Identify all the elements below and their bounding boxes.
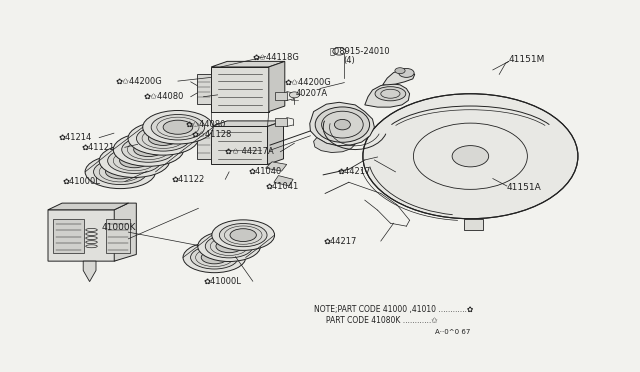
Ellipse shape (183, 242, 246, 273)
Ellipse shape (120, 154, 149, 168)
Ellipse shape (375, 87, 406, 101)
Polygon shape (383, 70, 415, 85)
Ellipse shape (143, 110, 213, 144)
Polygon shape (275, 92, 287, 100)
Text: Ⓟ08915-24010: Ⓟ08915-24010 (330, 47, 390, 56)
Polygon shape (365, 84, 410, 107)
Polygon shape (197, 74, 211, 104)
Polygon shape (269, 61, 285, 112)
Polygon shape (114, 203, 136, 261)
Ellipse shape (151, 115, 205, 140)
Text: ✿✩44200G: ✿✩44200G (285, 78, 332, 87)
Text: ✿41000L: ✿41000L (204, 277, 241, 286)
Polygon shape (197, 132, 211, 159)
Polygon shape (275, 118, 287, 126)
Ellipse shape (136, 126, 190, 151)
Ellipse shape (191, 246, 238, 269)
Text: ✿✩44080: ✿✩44080 (144, 92, 184, 101)
Ellipse shape (220, 224, 267, 247)
Ellipse shape (148, 131, 178, 145)
Text: A··0^0 67: A··0^0 67 (435, 329, 470, 335)
Text: ✿✩44200G: ✿✩44200G (115, 77, 162, 86)
Polygon shape (464, 219, 483, 230)
Circle shape (452, 145, 489, 167)
Ellipse shape (113, 133, 184, 166)
Text: 41151A: 41151A (507, 183, 541, 192)
Text: ✿✩41128: ✿✩41128 (192, 130, 232, 139)
Circle shape (363, 94, 578, 219)
Text: NOTE;PART CODE 41000 ,41010 ............✿: NOTE;PART CODE 41000 ,41010 ............… (314, 305, 473, 314)
Circle shape (395, 68, 405, 74)
Ellipse shape (216, 240, 243, 253)
Ellipse shape (201, 251, 228, 264)
Polygon shape (83, 261, 96, 282)
Text: ✿41040: ✿41040 (248, 167, 282, 176)
Text: ✿✩ 44217A: ✿✩ 44217A (225, 147, 274, 156)
Text: ✿41121: ✿41121 (82, 143, 115, 152)
Ellipse shape (212, 220, 275, 250)
Ellipse shape (316, 107, 370, 142)
Ellipse shape (335, 119, 351, 130)
Ellipse shape (128, 122, 198, 155)
Text: ✿✩44118G: ✿✩44118G (253, 53, 300, 62)
Text: ✿41041: ✿41041 (266, 182, 299, 191)
Polygon shape (310, 102, 374, 146)
Polygon shape (211, 67, 269, 112)
Ellipse shape (85, 155, 156, 189)
Ellipse shape (205, 235, 253, 258)
Polygon shape (48, 203, 128, 261)
Ellipse shape (134, 142, 163, 157)
Polygon shape (314, 138, 355, 153)
Ellipse shape (198, 231, 260, 262)
Bar (106, 219, 130, 253)
Ellipse shape (163, 120, 193, 134)
Polygon shape (211, 61, 285, 67)
Ellipse shape (106, 165, 135, 179)
Polygon shape (266, 162, 287, 171)
Polygon shape (268, 121, 284, 164)
Polygon shape (274, 176, 293, 186)
Circle shape (289, 92, 300, 98)
Text: 40207A: 40207A (296, 89, 328, 98)
Polygon shape (48, 203, 128, 210)
Text: ✿41122: ✿41122 (172, 175, 205, 184)
Text: 41151M: 41151M (509, 55, 545, 64)
Circle shape (399, 68, 414, 77)
Ellipse shape (93, 159, 147, 185)
Text: ✿44217: ✿44217 (338, 167, 371, 176)
Ellipse shape (230, 229, 257, 241)
Ellipse shape (122, 137, 175, 162)
Text: ✿44217: ✿44217 (323, 237, 356, 246)
Polygon shape (211, 121, 284, 126)
Ellipse shape (99, 144, 170, 177)
Text: 41000K: 41000K (101, 223, 136, 232)
Text: ✿41000L: ✿41000L (63, 177, 100, 186)
Text: (4): (4) (344, 56, 355, 65)
Text: ✿✩44080: ✿✩44080 (186, 120, 226, 129)
Text: PART CODE 41080K ............✩: PART CODE 41080K ............✩ (314, 316, 437, 325)
Polygon shape (211, 126, 268, 164)
Text: ✿41214: ✿41214 (59, 133, 92, 142)
Ellipse shape (108, 148, 161, 173)
Bar (53, 219, 84, 253)
